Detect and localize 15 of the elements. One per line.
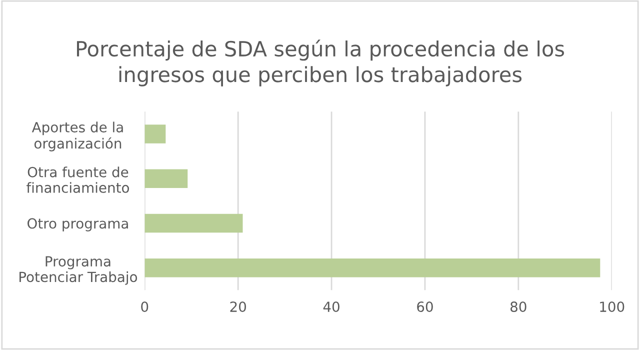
bar <box>144 258 600 278</box>
chart-title: Porcentaje de SDA según la procedencia de los ingresos que perciben los trabajadores <box>76 40 564 86</box>
y-tick-label: Otra fuente de financiamiento <box>26 166 129 193</box>
x-tick-label: 100 <box>600 302 624 312</box>
y-tick-label: Otro programa <box>28 218 128 232</box>
bar <box>144 214 243 233</box>
x-tick-label: 0 <box>141 302 148 312</box>
bar <box>144 169 188 188</box>
y-tick-label: Programa Potenciar Trabajo <box>20 256 138 285</box>
x-tick-label: 60 <box>417 302 433 312</box>
y-tick-label: Aportes de la organización <box>32 122 123 152</box>
bar <box>144 124 166 144</box>
x-tick-label: 80 <box>510 302 526 312</box>
x-tick-label: 40 <box>323 302 340 312</box>
x-tick-label: 20 <box>230 302 246 312</box>
